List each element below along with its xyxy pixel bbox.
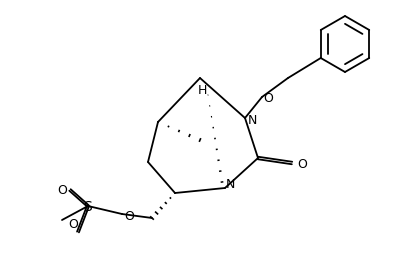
Text: O: O: [124, 210, 134, 223]
Text: O: O: [263, 92, 273, 105]
Text: S: S: [84, 200, 93, 214]
Text: O: O: [68, 218, 78, 230]
Text: O: O: [57, 185, 67, 197]
Text: O: O: [297, 158, 307, 171]
Text: N: N: [225, 178, 235, 191]
Text: N: N: [247, 114, 257, 126]
Text: H: H: [197, 84, 207, 97]
